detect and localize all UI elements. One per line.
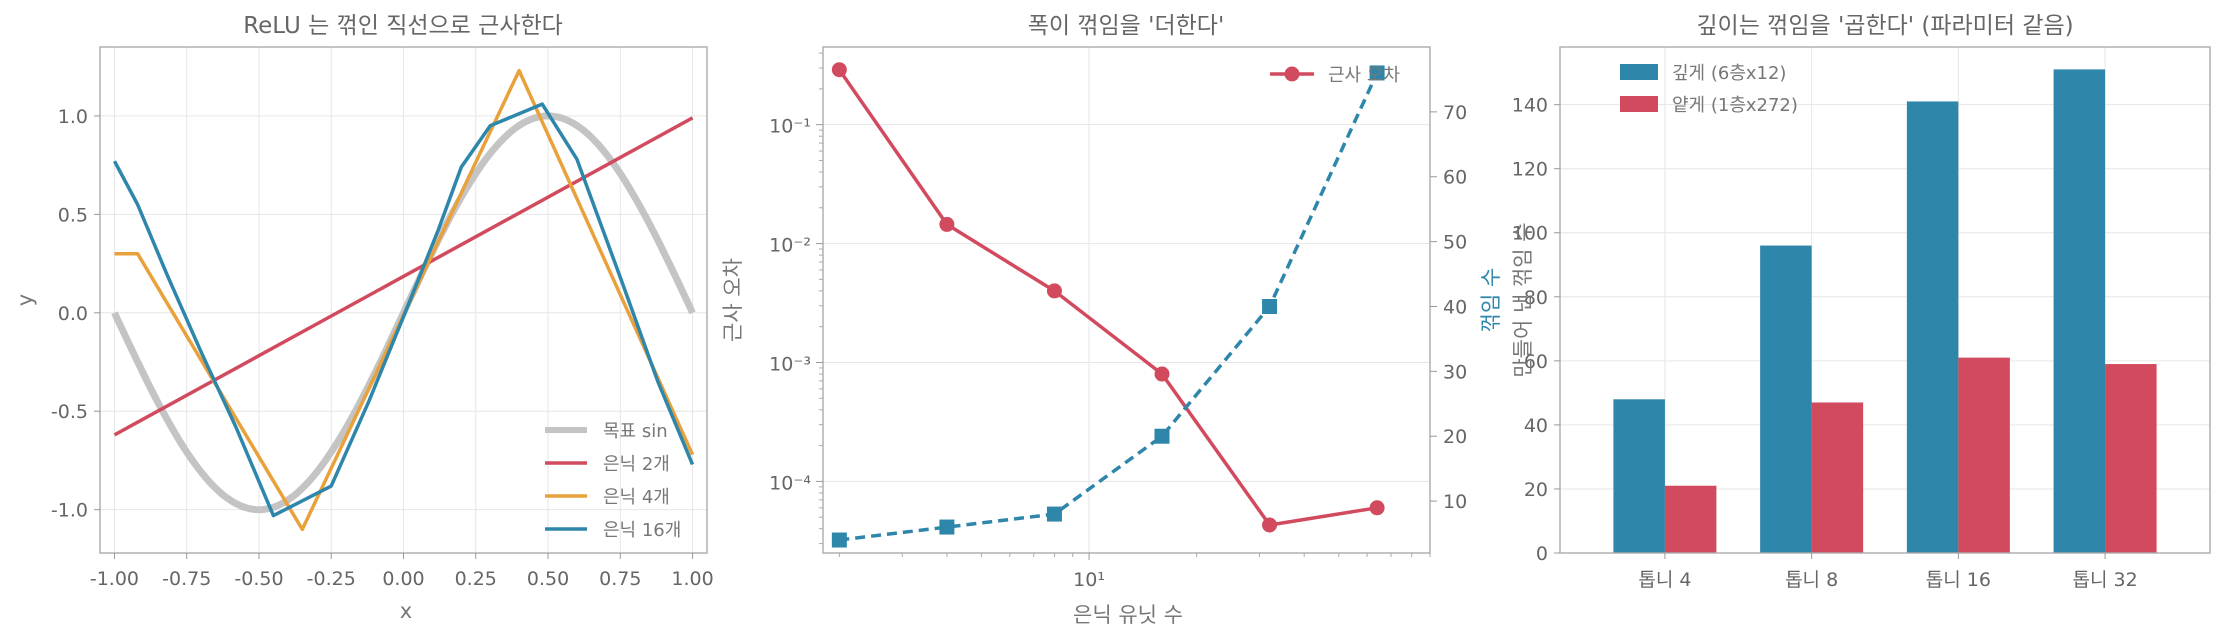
p2-plot-frame [822, 46, 1431, 554]
panel-depth-product: 0 20 40 60 80 100 120 140 톱니 4 톱니 8 톱니 16 톱니 32 깊이는… [1511, 13, 2211, 591]
p3-legend: 깊게 (6층x12) 얕게 (1층x272) [1620, 63, 1798, 116]
p2-xtick-label: 10¹ [1073, 569, 1105, 591]
p1-legend-label-0: 목표 sin [603, 421, 668, 442]
p2-point-square [1262, 298, 1278, 314]
p1-xlabel: x [400, 599, 412, 623]
p1-xtick-label: 1.00 [671, 568, 713, 590]
p1-series-line-3 [112, 102, 695, 518]
p3-ytick-label: 80 [1524, 287, 1548, 309]
p2-point-circle [1154, 366, 1170, 382]
p2-series-group [831, 62, 1385, 548]
p1-series-line-2 [114, 68, 695, 532]
p2-legend-label: 근사 오차 [1328, 65, 1400, 86]
p1-xtick-label: -0.25 [307, 568, 356, 590]
p2-ytick-label: 10⁻³ [769, 353, 811, 375]
p1-xtick-label: 0.00 [382, 568, 424, 590]
p3-bars-group [1613, 69, 2157, 554]
p2-ytick-right-label: 30 [1443, 361, 1467, 383]
panel-relu-approx: -1.00 -0.75 -0.50 -0.25 0.00 0.25 0.50 0.75 1.00… [13, 13, 714, 623]
p2-ytick-right-label: 10 [1443, 491, 1467, 513]
p1-legend-label-2: 은닉 4개 [603, 487, 670, 508]
p3-xtick-label: 톱니 32 [2072, 569, 2137, 591]
p2-point-circle [831, 62, 847, 78]
p1-series-group [111, 68, 696, 532]
p3-bar-deep [1613, 399, 1665, 553]
p2-ylabel-right: 꺾임 수 [1479, 268, 1503, 333]
p1-xtick-label: -0.50 [234, 568, 283, 590]
p3-legend-swatch-1 [1620, 96, 1658, 112]
p2-point-square [1369, 65, 1385, 81]
p2-ytick-label: 10⁻⁴ [769, 472, 811, 494]
p2-point-circle [1369, 500, 1385, 516]
p1-ytick-label: 0.5 [58, 204, 88, 226]
p1-ytick-label: -1.0 [51, 500, 88, 522]
p2-ticks: 10¹ 10⁻⁴ 10⁻³ 10⁻² 10⁻¹ 10 20 30 40 50 60 70 [769, 52, 1467, 591]
p2-ytick-right-label: 50 [1443, 232, 1467, 254]
p3-bar-deep [1760, 245, 1812, 554]
p3-legend-label-1: 얕게 (1층x272) [1672, 95, 1798, 116]
p1-ytick-label: -0.5 [51, 401, 88, 423]
p2-series-line-1 [839, 72, 1379, 542]
p1-xtick-label: 0.75 [599, 568, 641, 590]
p3-ytick-label: 140 [1512, 95, 1548, 117]
p3-bar-shallow [1811, 402, 1864, 553]
p2-gridlines [823, 47, 1430, 553]
p3-ytick-label: 120 [1512, 159, 1548, 181]
p3-bar-shallow [2105, 364, 2157, 553]
p2-point-square [939, 519, 955, 535]
p3-ytick-label: 60 [1524, 351, 1548, 373]
p3-bar-deep [1906, 101, 1959, 553]
panel-width-sum: 10¹ 10⁻⁴ 10⁻³ 10⁻² 10⁻¹ 10 20 30 40 50 60 70 폭이 꺾임을… [721, 13, 1503, 627]
p1-series-line-1 [113, 116, 694, 437]
p2-ytick-right-label: 60 [1443, 167, 1467, 189]
p2-ytick-label: 10⁻¹ [769, 116, 811, 138]
p2-point-square [1154, 428, 1170, 444]
p2-ytick-right-label: 40 [1443, 296, 1467, 318]
p2-ytick-label: 10⁻² [769, 235, 811, 257]
p2-legend: 근사 오차 [1270, 65, 1400, 86]
p2-title: 폭이 꺾임을 '더한다' [1028, 13, 1225, 39]
p2-series-line-0 [837, 68, 1378, 527]
p3-plot-frame [1559, 46, 2211, 554]
p3-ytick-label: 40 [1524, 415, 1548, 437]
p1-gridlines [100, 47, 707, 553]
p2-legend-marker [1284, 66, 1300, 82]
p1-ylabel: y [13, 294, 37, 306]
p3-ticks: 0 20 40 60 80 100 120 140 톱니 4 톱니 8 톱니 16 톱니 32 [1512, 95, 2138, 591]
p2-xlabel: 은닉 유닛 수 [1073, 603, 1183, 627]
p2-point-square [1046, 506, 1062, 522]
p3-ytick-label: 20 [1524, 479, 1548, 501]
p2-point-circle [1262, 517, 1278, 533]
p3-xtick-label: 톱니 4 [1638, 569, 1691, 591]
p2-point-square [831, 532, 847, 548]
p2-point-circle [939, 216, 955, 232]
p2-ylabel-left: 근사 오차 [721, 258, 745, 342]
p3-xtick-label: 톱니 8 [1785, 569, 1838, 591]
p2-ytick-right-label: 20 [1443, 426, 1467, 448]
p1-xtick-label: -1.00 [90, 568, 139, 590]
p3-legend-label-0: 깊게 (6층x12) [1672, 63, 1786, 84]
p1-title: ReLU 는 꺾인 직선으로 근사한다 [243, 13, 563, 39]
p3-ytick-label: 100 [1512, 223, 1548, 245]
p2-point-circle [1046, 283, 1062, 299]
p3-ylabel: 만들어 낸 꺾임 수 [1511, 222, 1535, 377]
p1-ytick-label: 0.0 [58, 303, 88, 325]
p3-legend-swatch-0 [1620, 64, 1658, 80]
p1-xtick-label: -0.75 [162, 568, 211, 590]
p3-title: 깊이는 꺾임을 '곱한다' (파라미터 같음) [1696, 13, 2073, 39]
p3-xtick-label: 톱니 16 [1926, 569, 1991, 591]
p3-ytick-label: 0 [1536, 543, 1548, 565]
p3-bar-shallow [1664, 485, 1717, 553]
p1-legend-label-3: 은닉 16개 [603, 520, 681, 541]
p3-bar-deep [2053, 69, 2106, 553]
p2-ytick-right-label: 70 [1443, 102, 1467, 124]
p1-ticks: -1.00 -0.75 -0.50 -0.25 0.00 0.25 0.50 0.75 1.00… [51, 106, 714, 590]
p1-legend-label-1: 은닉 2개 [603, 454, 670, 475]
p3-bar-shallow [1958, 357, 2010, 553]
p1-xtick-label: 0.25 [455, 568, 497, 590]
p1-xtick-label: 0.50 [527, 568, 569, 590]
p1-ytick-label: 1.0 [58, 106, 88, 128]
